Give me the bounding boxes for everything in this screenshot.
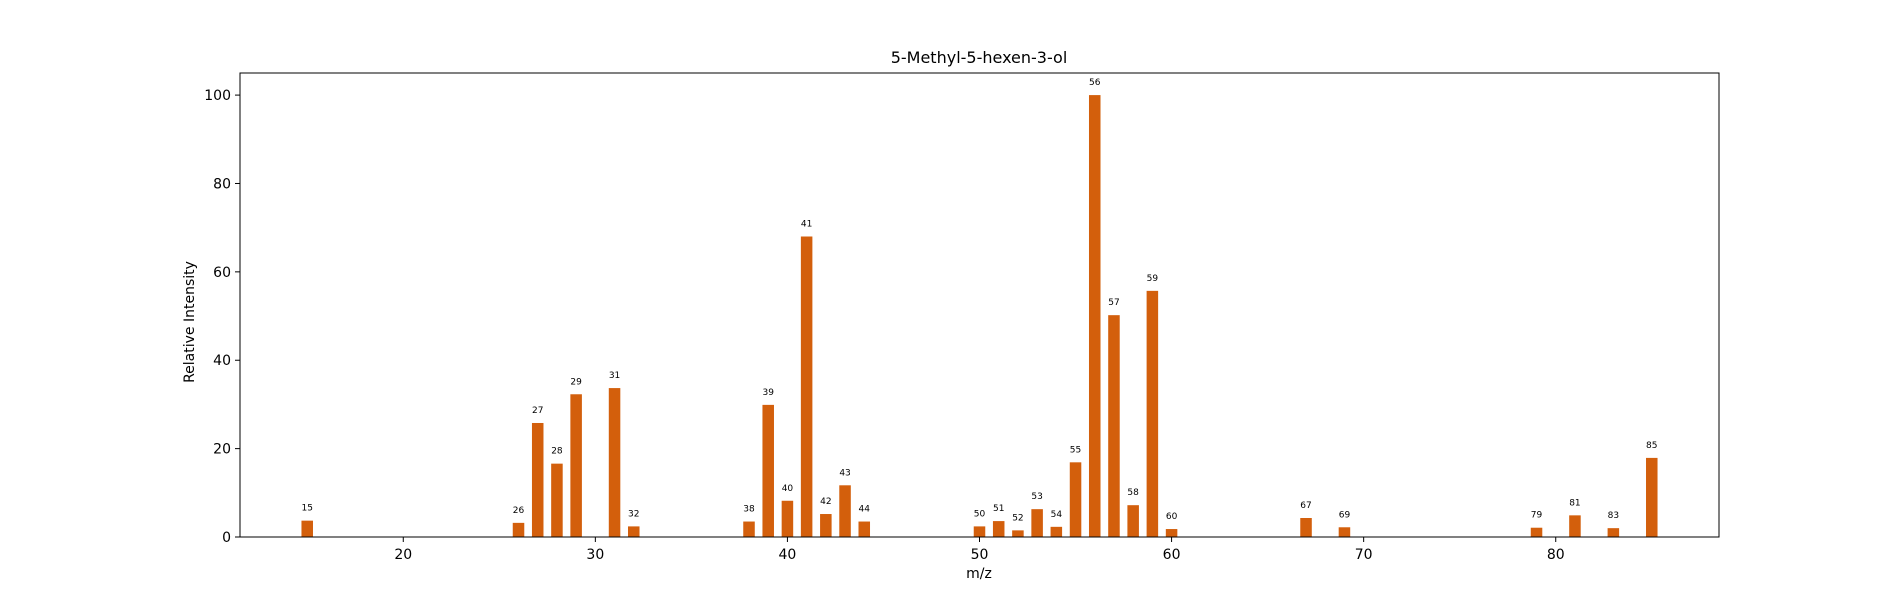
y-tick-label: 40 xyxy=(213,353,231,369)
bar-mz-40 xyxy=(781,500,794,537)
data-label-mz-69: 69 xyxy=(1339,510,1351,520)
x-tick-label: 30 xyxy=(586,547,604,563)
data-label-mz-15: 15 xyxy=(302,504,313,514)
bar-mz-67 xyxy=(1300,517,1312,537)
bar-mz-26 xyxy=(512,522,525,537)
data-label-mz-44: 44 xyxy=(859,505,871,515)
data-label-mz-54: 54 xyxy=(1051,510,1063,520)
x-tick-label: 20 xyxy=(394,547,412,563)
bar-mz-83 xyxy=(1607,528,1620,537)
data-label-mz-60: 60 xyxy=(1166,512,1178,522)
data-label-mz-53: 53 xyxy=(1031,492,1042,502)
bar-mz-52 xyxy=(1012,530,1024,537)
x-axis-label: m/z xyxy=(966,566,992,582)
data-label-mz-39: 39 xyxy=(762,388,774,398)
bar-mz-39 xyxy=(762,404,774,537)
x-tick-label: 70 xyxy=(1355,547,1373,563)
y-axis-label: Relative Intensity xyxy=(182,261,198,383)
x-tick-label: 50 xyxy=(971,547,989,563)
bar-mz-27 xyxy=(531,422,544,537)
data-label-mz-38: 38 xyxy=(743,505,755,515)
bar-mz-60 xyxy=(1165,529,1178,537)
bar-mz-32 xyxy=(627,526,640,537)
y-tick-label: 100 xyxy=(204,88,231,104)
data-label-mz-83: 83 xyxy=(1608,511,1619,521)
x-tick-label: 60 xyxy=(1163,547,1181,563)
bar-mz-29 xyxy=(570,394,582,537)
data-labels-layer: 15 26 27 28 29 31 32 38 39 40 41 42 43 44 50 51 52 53 54 55… xyxy=(302,78,1658,523)
data-label-mz-42: 42 xyxy=(820,497,831,507)
data-label-mz-28: 28 xyxy=(551,447,563,457)
bars-layer xyxy=(301,95,1658,537)
data-label-mz-27: 27 xyxy=(532,406,543,416)
x-axis-ticks: 20 30 40 50 60 70 80 xyxy=(394,537,1565,563)
data-label-mz-51: 51 xyxy=(993,504,1004,514)
bar-mz-69 xyxy=(1338,527,1351,537)
chart-title: 5-Methyl-5-hexen-3-ol xyxy=(891,48,1068,67)
bar-mz-85 xyxy=(1646,457,1658,537)
bar-mz-54 xyxy=(1050,526,1063,537)
data-label-mz-59: 59 xyxy=(1147,274,1159,284)
data-label-mz-50: 50 xyxy=(974,509,986,519)
bar-mz-56 xyxy=(1088,95,1101,537)
bar-mz-55 xyxy=(1069,462,1082,537)
data-label-mz-67: 67 xyxy=(1300,501,1311,511)
data-label-mz-79: 79 xyxy=(1531,511,1543,521)
bar-mz-50 xyxy=(973,526,986,537)
data-label-mz-26: 26 xyxy=(513,506,525,516)
data-label-mz-85: 85 xyxy=(1646,441,1657,451)
bar-mz-38 xyxy=(743,521,755,537)
data-label-mz-55: 55 xyxy=(1070,445,1081,455)
data-label-mz-52: 52 xyxy=(1012,513,1023,523)
data-label-mz-57: 57 xyxy=(1108,298,1119,308)
data-label-mz-41: 41 xyxy=(801,220,812,230)
bar-mz-28 xyxy=(551,463,563,537)
x-tick-label: 40 xyxy=(779,547,797,563)
bar-mz-42 xyxy=(820,514,832,537)
y-axis-ticks: 0 20 40 60 80 100 xyxy=(204,88,240,546)
y-tick-label: 80 xyxy=(213,176,231,192)
bar-mz-57 xyxy=(1108,315,1120,537)
bar-mz-81 xyxy=(1569,515,1581,537)
y-tick-label: 60 xyxy=(213,265,231,281)
plot-area-frame xyxy=(239,72,1720,538)
bar-mz-59 xyxy=(1146,290,1159,537)
bar-mz-31 xyxy=(608,388,621,537)
bar-mz-41 xyxy=(800,236,813,537)
data-label-mz-81: 81 xyxy=(1569,498,1580,508)
data-label-mz-58: 58 xyxy=(1127,488,1139,498)
bar-mz-58 xyxy=(1127,505,1139,537)
data-label-mz-32: 32 xyxy=(628,509,639,519)
data-label-mz-56: 56 xyxy=(1089,78,1101,88)
y-tick-label: 0 xyxy=(222,530,231,546)
bar-mz-43 xyxy=(839,485,851,537)
data-label-mz-31: 31 xyxy=(609,371,620,381)
bar-mz-15 xyxy=(301,520,313,537)
bar-mz-53 xyxy=(1031,509,1043,537)
bar-mz-44 xyxy=(858,521,871,537)
bar-mz-51 xyxy=(992,521,1005,537)
data-label-mz-43: 43 xyxy=(839,468,850,478)
y-tick-label: 20 xyxy=(213,442,231,458)
data-label-mz-29: 29 xyxy=(570,377,582,387)
x-tick-label: 80 xyxy=(1547,547,1565,563)
data-label-mz-40: 40 xyxy=(782,484,794,494)
bar-mz-79 xyxy=(1530,527,1543,537)
